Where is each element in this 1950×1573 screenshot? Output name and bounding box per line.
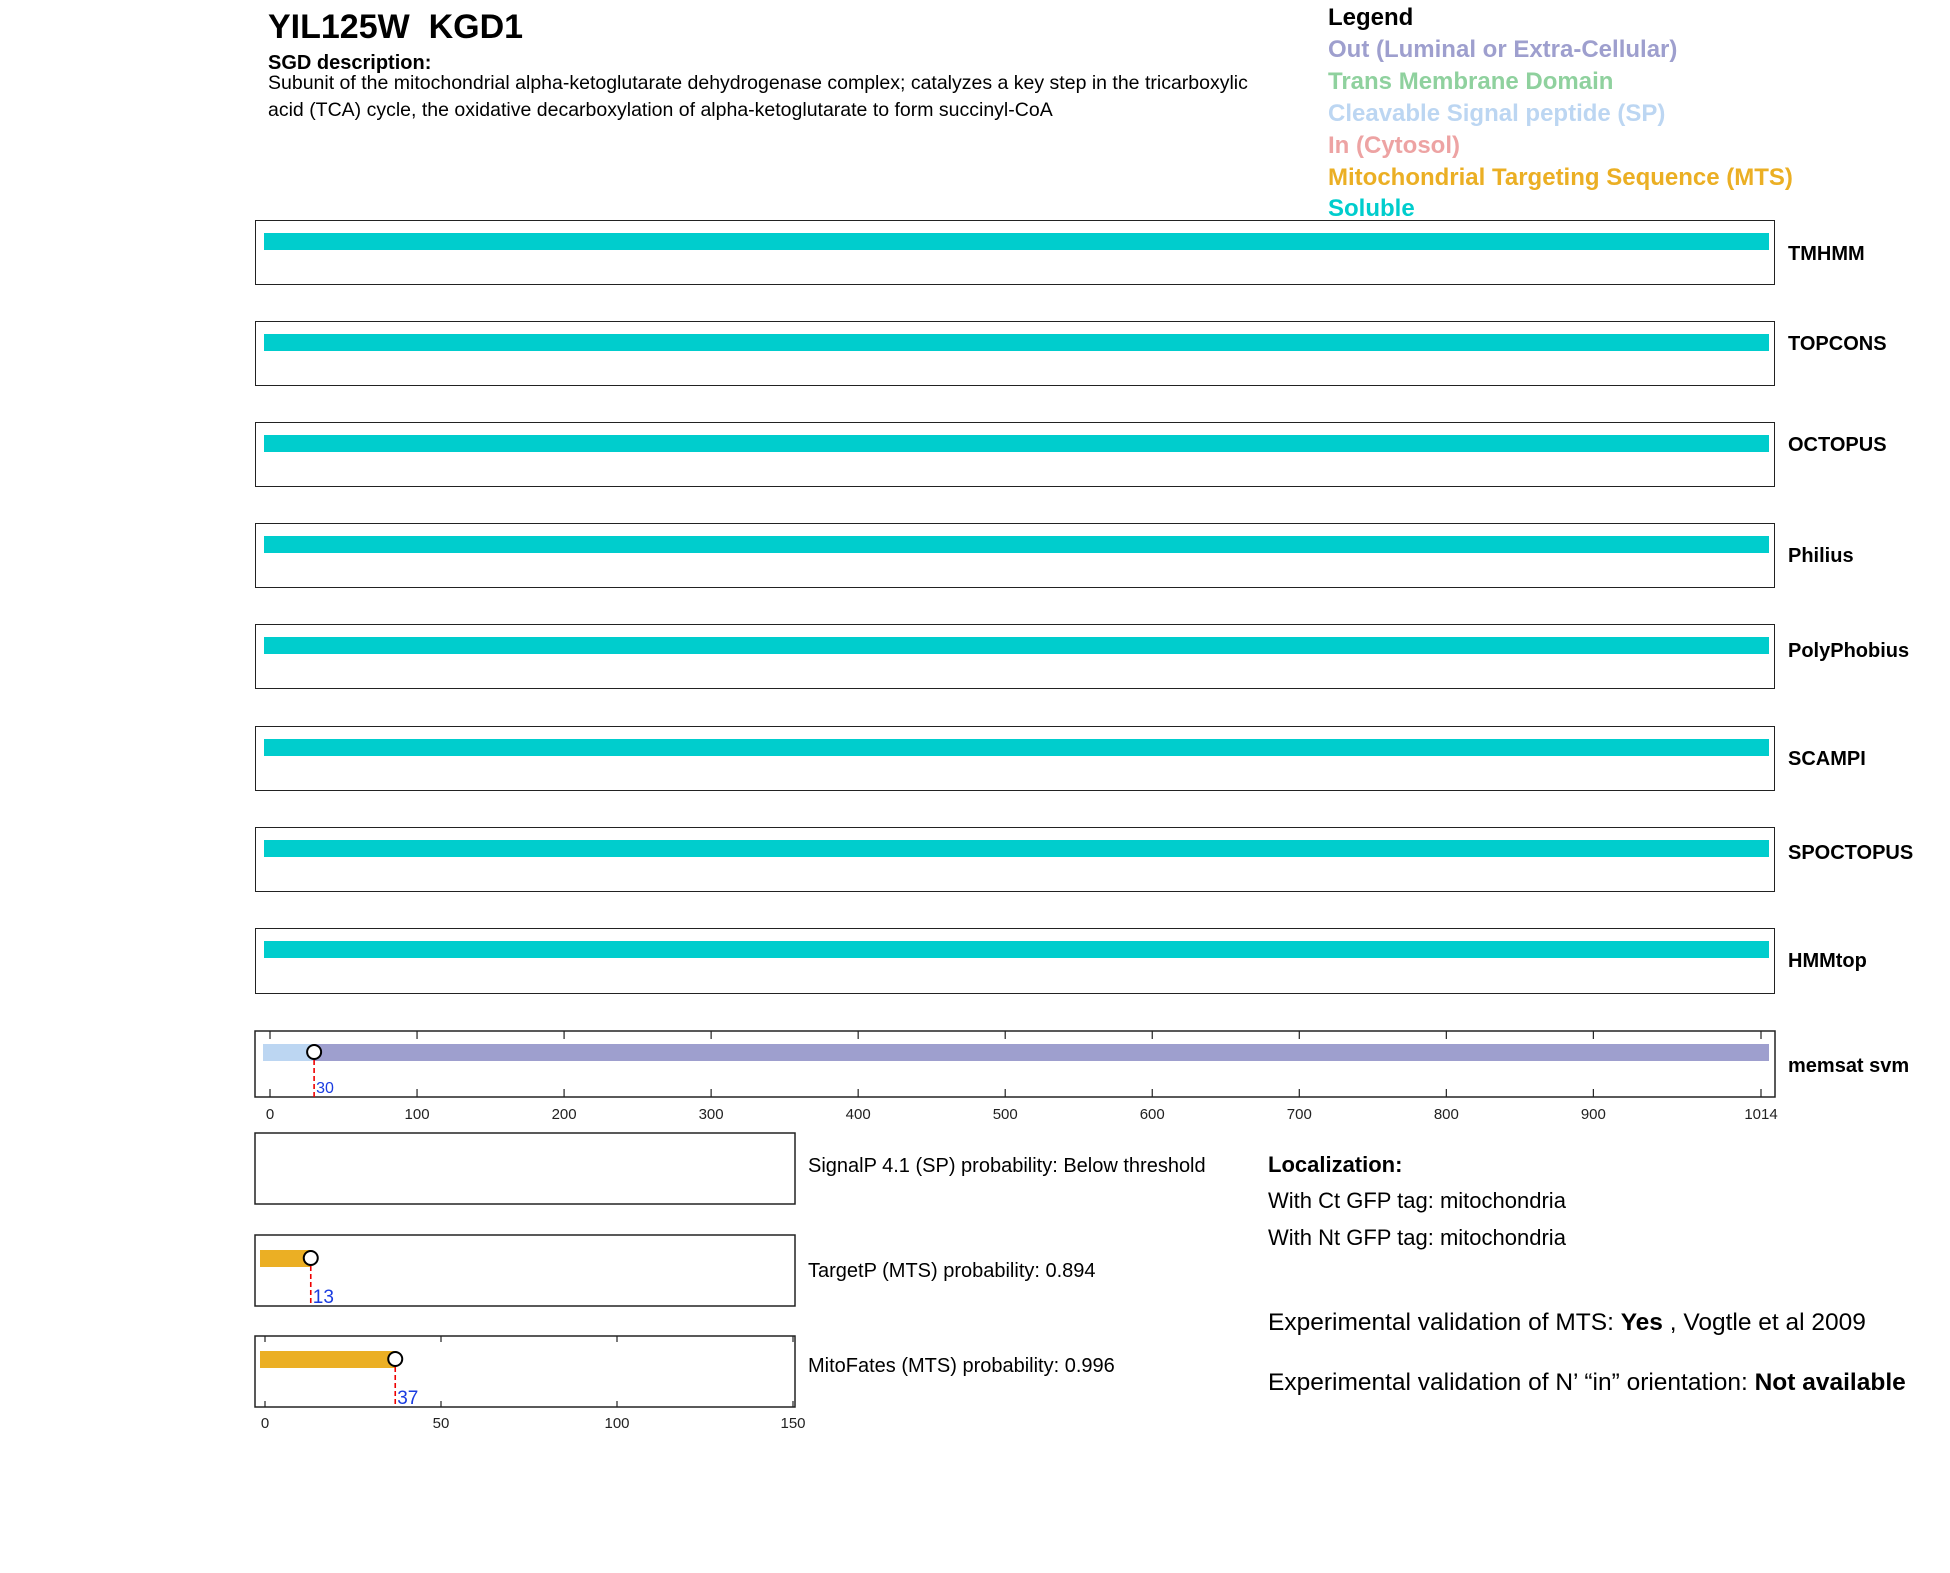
track-label-scampi: SCAMPI [1788, 748, 1866, 770]
memsat-tick-label: 200 [552, 1106, 577, 1123]
track-bar-tmhmm [264, 233, 1769, 250]
track-label-tmhmm: TMHMM [1788, 243, 1865, 265]
track-spoctopus [255, 827, 1775, 892]
track-label-spoctopus: SPOCTOPUS [1788, 842, 1914, 864]
track-bar-topcons [264, 334, 1769, 351]
memsat-tick-label: 100 [405, 1106, 430, 1123]
mitofates-mts-bar [260, 1351, 396, 1368]
memsat-tick-label: 400 [846, 1106, 871, 1123]
mitofates-probability-label: MitoFates (MTS) probability: 0.996 [808, 1355, 1115, 1377]
memsat-tick-label: 500 [993, 1106, 1018, 1123]
mts-validation-prefix: Experimental validation of MTS: [1268, 1309, 1621, 1336]
track-scampi [255, 726, 1775, 791]
track-label-polyphobius: PolyPhobius [1788, 640, 1910, 662]
mitofates-tick-label: 50 [433, 1415, 450, 1432]
track-polyphobius [255, 624, 1775, 689]
signalp-probability-label: SignalP 4.1 (SP) probability: Below thre… [808, 1155, 1206, 1177]
localization-ct-gfp: With Ct GFP tag: mitochondria [1268, 1188, 1566, 1213]
track-label-memsat-svm: memsat svm [1788, 1055, 1910, 1077]
memsat-segment-1 [263, 1044, 315, 1061]
targetp-marker-label: 13 [313, 1287, 334, 1308]
legend-item-out: Out (Luminal or Extra-Cellular) [1328, 36, 1678, 63]
track-bar-octopus [264, 435, 1769, 452]
memsat-tick-label: 600 [1140, 1106, 1165, 1123]
legend-item-mts: Mitochondrial Targeting Sequence (MTS) [1328, 164, 1793, 191]
track-label-philius: Philius [1788, 545, 1854, 567]
mts-validation: Experimental validation of MTS: Yes , Vo… [1268, 1307, 1928, 1339]
memsat-tick-label: 0 [266, 1106, 274, 1123]
memsat-tick-label: 900 [1581, 1106, 1606, 1123]
track-tmhmm [255, 220, 1775, 285]
memsat-tick-label: 300 [699, 1106, 724, 1123]
memsat-frame [254, 1030, 1776, 1098]
track-hmmtop [255, 928, 1775, 994]
track-bar-hmmtop [264, 941, 1769, 958]
legend-title: Legend [1328, 4, 1414, 31]
legend-item-soluble: Soluble [1328, 195, 1415, 222]
localization-nt-gfp: With Nt GFP tag: mitochondria [1268, 1225, 1566, 1250]
orientation-validation-prefix: Experimental validation of N’ “in” orien… [1268, 1369, 1755, 1396]
targetp-marker-circle [302, 1250, 319, 1266]
legend-item-signal-peptide: Cleavable Signal peptide (SP) [1328, 100, 1666, 127]
memsat-tick-label: 800 [1434, 1106, 1459, 1123]
track-bar-spoctopus [264, 840, 1769, 857]
memsat-svm-chart: 0 100 200 300 400 500 600 700 800 900 1014 30 [254, 1030, 1778, 1123]
mitofates-tick-label: 100 [604, 1415, 629, 1432]
mitofates-marker-label: 37 [397, 1388, 418, 1409]
track-label-hmmtop: HMMtop [1788, 950, 1867, 972]
orientation-validation: Experimental validation of N’ “in” orien… [1268, 1367, 1928, 1399]
protein-title: YIL125W KGD1 [268, 8, 524, 46]
mitofates-marker-circle [387, 1351, 404, 1367]
mts-validation-value: Yes [1620, 1309, 1663, 1336]
targetp-frame [254, 1234, 796, 1307]
legend-item-in-cytosol: In (Cytosol) [1328, 132, 1460, 159]
track-bar-polyphobius [264, 637, 1769, 654]
memsat-tick-label: 1014 [1744, 1106, 1777, 1123]
memsat-segment-2 [314, 1044, 1769, 1061]
mts-sp-panels: 13 0 50 100 150 37 [254, 1132, 806, 1432]
memsat-marker-label: 30 [316, 1080, 334, 1097]
sgd-description-label: SGD description: [268, 52, 432, 74]
orientation-validation-value: Not available [1754, 1369, 1906, 1396]
track-philius [255, 523, 1775, 588]
localization-title: Localization: [1268, 1152, 1403, 1177]
memsat-marker-circle [306, 1044, 323, 1060]
sgd-description-text: Subunit of the mitochondrial alpha-ketog… [268, 72, 1248, 121]
track-label-octopus: OCTOPUS [1788, 434, 1887, 456]
targetp-mts-bar [260, 1250, 311, 1267]
signalp-frame [254, 1132, 796, 1205]
track-octopus [255, 422, 1775, 487]
track-bar-philius [264, 536, 1769, 553]
mitofates-frame [254, 1335, 796, 1408]
mts-validation-source: , Vogtle et al 2009 [1662, 1309, 1866, 1336]
memsat-tick-label: 700 [1287, 1106, 1312, 1123]
track-label-topcons: TOPCONS [1788, 333, 1887, 355]
legend-item-tm-domain: Trans Membrane Domain [1328, 68, 1614, 95]
mitofates-tick-label: 0 [261, 1415, 269, 1432]
track-bar-scampi [264, 739, 1769, 756]
targetp-probability-label: TargetP (MTS) probability: 0.894 [808, 1260, 1096, 1282]
mitofates-tick-label: 150 [780, 1415, 805, 1432]
track-topcons [255, 321, 1775, 386]
